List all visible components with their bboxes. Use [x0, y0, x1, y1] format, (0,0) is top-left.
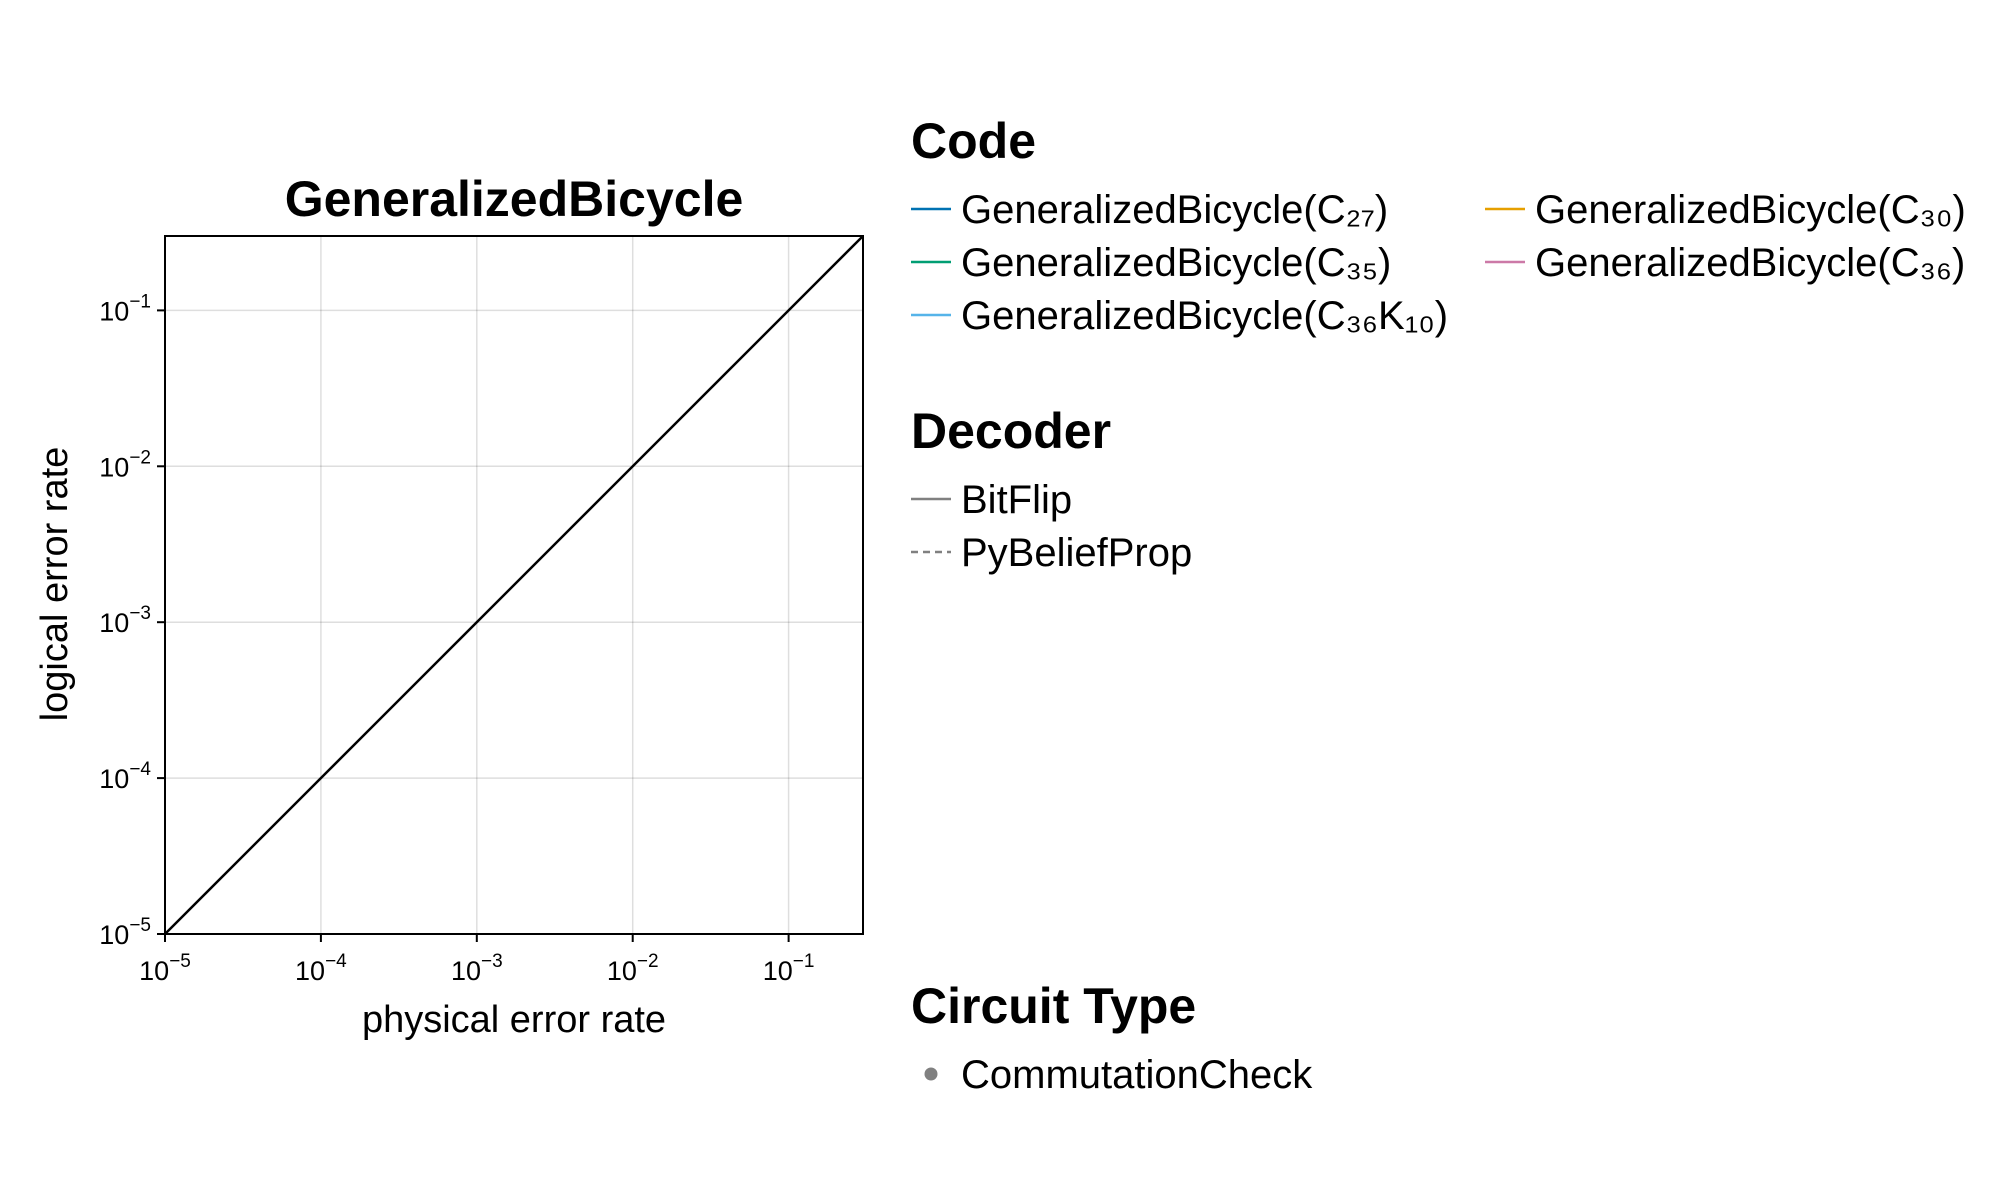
x-tick-base: 10 — [607, 956, 637, 986]
y-tick-exponent: −4 — [129, 759, 151, 780]
legend-title: Code — [911, 113, 1036, 169]
x-tick-exponent: −5 — [169, 951, 191, 972]
legend-item: GeneralizedBicycle(C₃₆K₁₀) — [911, 294, 1448, 338]
axis-ticks: 10−5 10−4 10−3 10−2 10−110−510−410−310−210−1 — [99, 291, 814, 986]
x-tick-label: 10−5 — [139, 951, 191, 986]
legend: Code GeneralizedBicycle(C₂₇) GeneralizedBi… — [911, 113, 1966, 1097]
x-tick-exponent: −1 — [793, 951, 815, 972]
x-tick-label: 10−1 — [763, 951, 815, 986]
legend-group-decoder: Decoder BitFlip PyBeliefProp — [911, 403, 1192, 575]
legend-item: CommutationCheck — [924, 1053, 1313, 1097]
legend-item: GeneralizedBicycle(C₃₆) — [1485, 241, 1965, 285]
legend-group-circuit-type: Circuit Type CommutationCheck — [911, 978, 1313, 1097]
y-tick-label: 10−2 — [99, 447, 151, 482]
legend-item: BitFlip — [911, 478, 1072, 522]
x-tick-base: 10 — [139, 956, 169, 986]
legend-label: GeneralizedBicycle(C₃₆K₁₀) — [961, 294, 1448, 338]
x-tick-exponent: −4 — [325, 951, 347, 972]
y-tick-base: 10 — [99, 920, 129, 950]
legend-group-code: Code GeneralizedBicycle(C₂₇) GeneralizedBi… — [911, 113, 1966, 338]
y-tick-label: 10−4 — [99, 759, 151, 794]
legend-label: CommutationCheck — [961, 1053, 1313, 1097]
y-tick-base: 10 — [99, 608, 129, 638]
x-tick-base: 10 — [763, 956, 793, 986]
chart-title: GeneralizedBicycle — [285, 171, 744, 227]
legend-label: GeneralizedBicycle(C₃₀) — [1535, 188, 1966, 232]
legend-title: Decoder — [911, 403, 1111, 459]
legend-label: BitFlip — [961, 478, 1072, 522]
legend-label: PyBeliefProp — [961, 531, 1192, 575]
x-axis-label: physical error rate — [362, 999, 666, 1041]
legend-item: GeneralizedBicycle(C₃₀) — [1485, 188, 1966, 232]
y-tick-base: 10 — [99, 452, 129, 482]
legend-label: GeneralizedBicycle(C₃₆) — [1535, 241, 1965, 285]
y-tick-exponent: −1 — [129, 291, 151, 312]
legend-label: GeneralizedBicycle(C₂₇) — [961, 188, 1388, 232]
x-tick-base: 10 — [295, 956, 325, 986]
x-tick-exponent: −3 — [481, 951, 503, 972]
plot-frame — [164, 235, 864, 935]
reference-line — [164, 235, 864, 935]
y-tick-label: 10−3 — [99, 603, 151, 638]
x-tick-label: 10−3 — [451, 951, 503, 986]
legend-item: GeneralizedBicycle(C₃₅) — [911, 241, 1391, 285]
x-tick-label: 10−2 — [607, 951, 659, 986]
legend-marker — [924, 1067, 938, 1081]
x-tick-base: 10 — [451, 956, 481, 986]
y-tick-base: 10 — [99, 764, 129, 794]
y-tick-exponent: −5 — [129, 915, 151, 936]
legend-title: Circuit Type — [911, 978, 1196, 1034]
y-axis-label: logical error rate — [34, 447, 76, 722]
y-tick-exponent: −3 — [129, 603, 151, 624]
series-layer — [164, 235, 864, 935]
y-tick-label: 10−5 — [99, 915, 151, 950]
legend-item: PyBeliefProp — [911, 531, 1192, 575]
legend-label: GeneralizedBicycle(C₃₅) — [961, 241, 1391, 285]
y-tick-label: 10−1 — [99, 291, 151, 326]
y-tick-base: 10 — [99, 296, 129, 326]
x-tick-label: 10−4 — [295, 951, 347, 986]
legend-item: GeneralizedBicycle(C₂₇) — [911, 188, 1388, 232]
x-tick-exponent: −2 — [637, 951, 659, 972]
y-tick-exponent: −2 — [129, 447, 151, 468]
